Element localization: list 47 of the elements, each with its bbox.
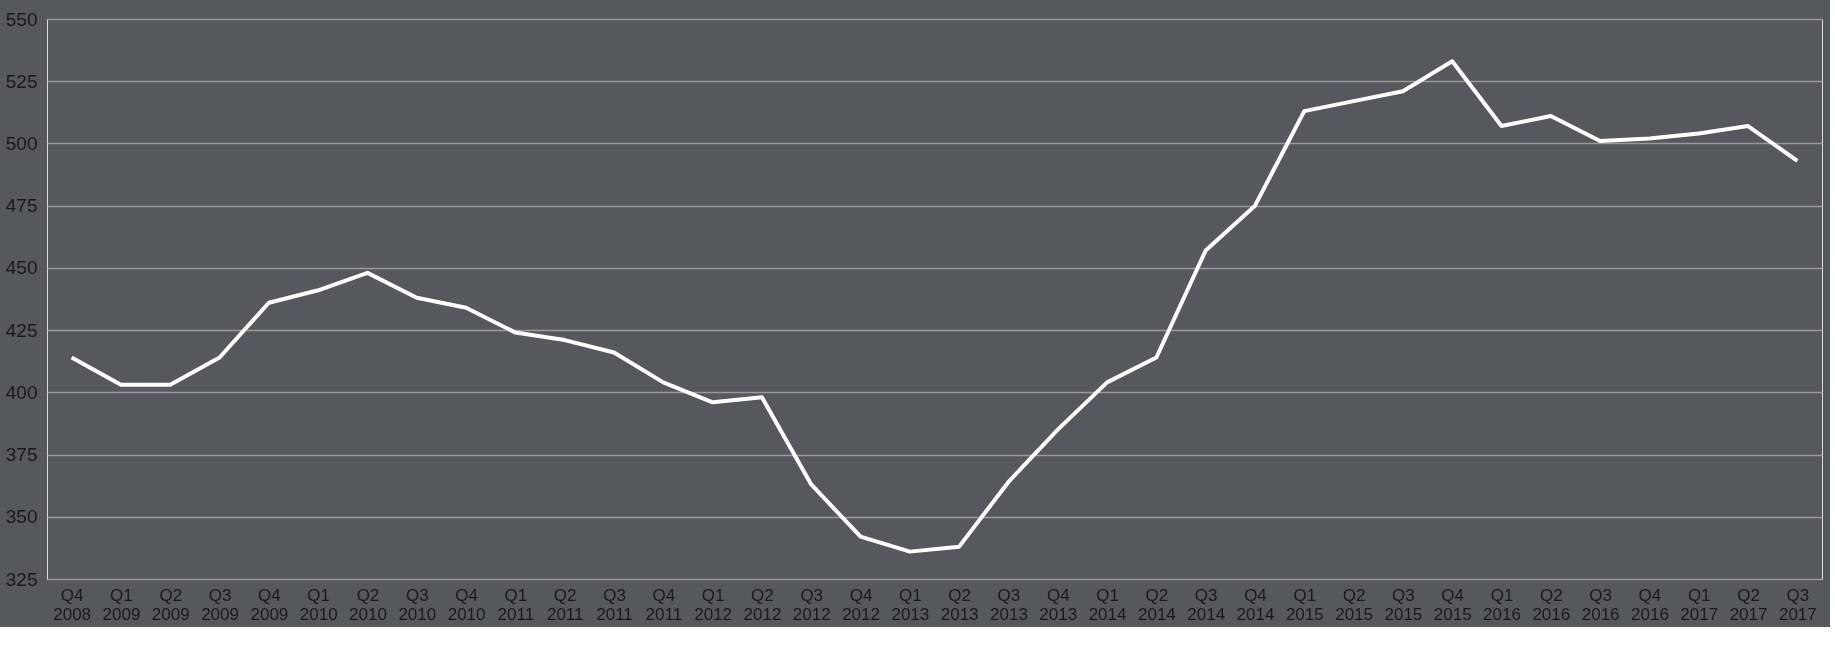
x-tick-label: Q4 2015 [1433, 585, 1472, 624]
x-tick-label: Q4 2009 [250, 585, 289, 624]
x-tick-label: Q4 2011 [645, 585, 683, 624]
x-tick-label: Q2 2010 [349, 585, 387, 624]
y-tick-label: 425 [5, 319, 38, 341]
y-tick-label: 475 [5, 195, 38, 217]
y-tick-label: 450 [5, 257, 38, 279]
x-tick-label: Q2 2012 [743, 585, 782, 624]
x-tick-label: Q4 2008 [53, 585, 92, 624]
x-tick-label: Q4 2010 [447, 585, 486, 624]
x-tick-label: Q3 2011 [596, 585, 633, 624]
x-tick-label: Q3 2009 [201, 585, 239, 624]
x-tick-label: Q2 2013 [940, 585, 979, 624]
x-tick-label: Q3 2010 [398, 585, 437, 624]
x-tick-label: Q3 2014 [1187, 585, 1226, 624]
x-tick-label: Q3 2015 [1384, 585, 1423, 624]
x-tick-label: Q1 2010 [299, 585, 338, 624]
y-tick-label: 325 [5, 568, 38, 590]
x-tick-label: Q4 2014 [1236, 585, 1275, 624]
x-tick-label: Q1 2014 [1088, 585, 1127, 624]
x-tick-label: Q1 2009 [102, 585, 141, 624]
x-tick-label: Q2 2011 [546, 585, 584, 624]
x-tick-label: Q1 2017 [1680, 585, 1719, 624]
x-tick-label: Q1 2015 [1285, 585, 1324, 624]
x-tick-label: Q3 2013 [990, 585, 1028, 624]
x-tick-label: Q1 2016 [1483, 585, 1521, 624]
x-tick-label: Q1 2012 [694, 585, 733, 624]
x-tick-label: Q4 2012 [842, 585, 880, 624]
x-tick-label: Q4 2016 [1631, 585, 1669, 624]
x-tick-label: Q2 2014 [1137, 585, 1176, 624]
x-tick-label: Q2 2015 [1335, 585, 1374, 624]
x-tick-label: Q3 2016 [1581, 585, 1620, 624]
x-tick-label: Q4 2013 [1039, 585, 1078, 624]
y-tick-label: 525 [5, 70, 38, 92]
x-tick-label: Q1 2013 [891, 585, 930, 624]
y-tick-label: 375 [5, 444, 38, 466]
x-tick-label: Q3 2012 [792, 585, 831, 624]
y-tick-label: 550 [5, 8, 38, 30]
y-tick-label: 500 [5, 132, 38, 154]
y-tick-label: 400 [5, 381, 38, 403]
x-tick-label: Q3 2017 [1778, 585, 1817, 624]
x-tick-label: Q2 2009 [151, 585, 190, 624]
x-tick-label: Q1 2011 [497, 585, 535, 624]
line-series [69, 59, 1800, 554]
x-tick-label: Q2 2016 [1532, 585, 1571, 624]
x-tick-label: Q2 2017 [1729, 585, 1768, 624]
y-tick-label: 350 [5, 506, 38, 528]
